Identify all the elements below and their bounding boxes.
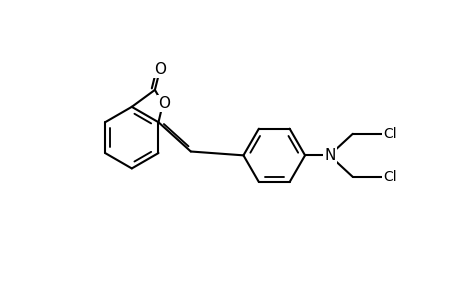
Text: O: O [158,96,170,111]
Text: Cl: Cl [382,127,396,141]
Text: Cl: Cl [382,170,396,184]
Text: N: N [323,148,335,163]
Text: O: O [154,61,166,76]
